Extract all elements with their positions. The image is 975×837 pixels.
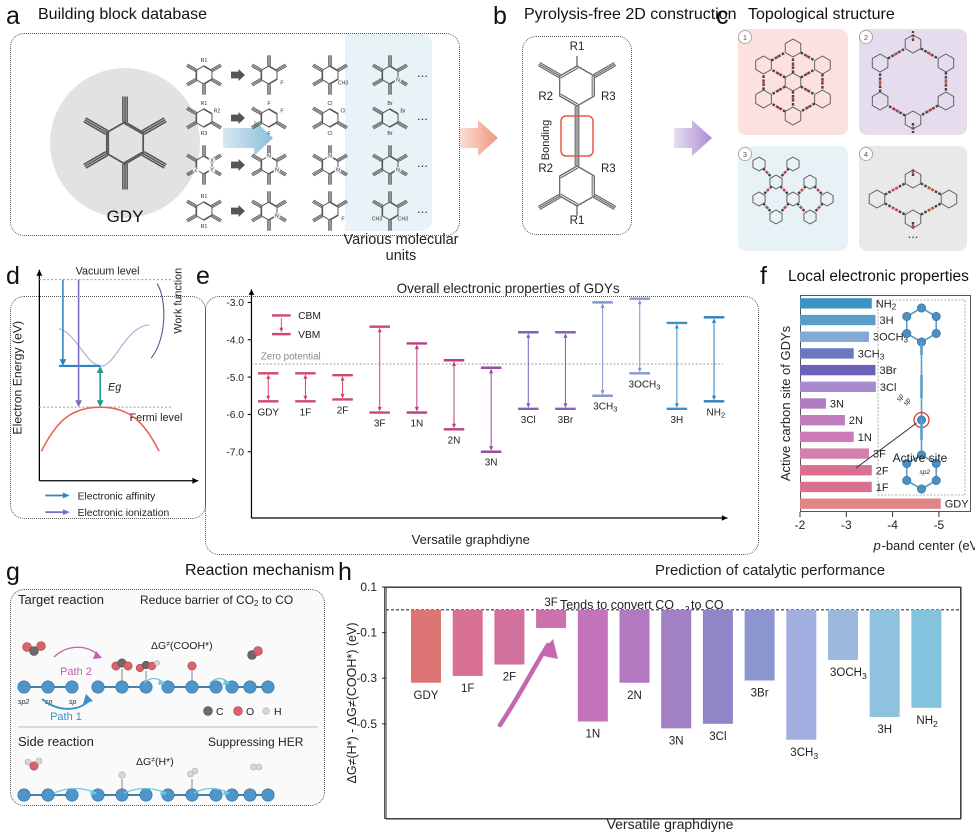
svg-text:Br: Br <box>387 101 393 107</box>
svg-text:GDY: GDY <box>414 690 439 702</box>
svg-text:NH2: NH2 <box>916 715 938 729</box>
svg-text:3H: 3H <box>879 315 893 327</box>
svg-text:Active carbon site of GDYs: Active carbon site of GDYs <box>778 325 793 481</box>
svg-text:GDY: GDY <box>945 499 970 511</box>
svg-text:F: F <box>267 101 271 107</box>
svg-text:R1: R1 <box>201 194 208 200</box>
svg-text:-3: -3 <box>841 518 852 532</box>
svg-text:2N: 2N <box>627 690 642 702</box>
svg-text:-4: -4 <box>887 518 898 532</box>
svg-text:F: F <box>267 131 271 137</box>
svg-text:N: N <box>396 77 400 83</box>
svg-text:...: ... <box>417 108 428 123</box>
svg-text:Br: Br <box>400 108 406 114</box>
svg-text:-band center (eV): -band center (eV) <box>882 538 975 553</box>
svg-text:N: N <box>396 167 400 173</box>
svg-text:sp2: sp2 <box>920 469 931 476</box>
svg-text:CH3: CH3 <box>372 216 383 222</box>
svg-text:-0.3: -0.3 <box>356 671 377 685</box>
svg-text:Prediction of catalytic perfor: Prediction of catalytic performance <box>655 562 885 579</box>
svg-text:0.1: 0.1 <box>360 580 377 594</box>
svg-text:1N: 1N <box>585 729 600 741</box>
svg-text:3CH3: 3CH3 <box>790 747 818 761</box>
svg-text:Br: Br <box>387 131 393 137</box>
svg-text:N: N <box>336 167 340 173</box>
svg-text:Tends to convert CO: Tends to convert CO <box>560 598 674 612</box>
svg-text:3Br: 3Br <box>879 365 896 377</box>
svg-text:3Br: 3Br <box>751 687 769 699</box>
svg-text:F: F <box>341 216 345 222</box>
svg-text:-0.1: -0.1 <box>356 626 377 640</box>
svg-text:R1: R1 <box>201 224 208 230</box>
svg-text:1F: 1F <box>461 683 474 695</box>
svg-text:Y: Y <box>210 167 214 173</box>
svg-text:Versatile graphdiyne: Versatile graphdiyne <box>607 816 734 832</box>
svg-text:...: ... <box>417 155 428 170</box>
svg-text:-2: -2 <box>795 518 806 532</box>
svg-text:R1: R1 <box>201 58 208 64</box>
svg-text:Active site: Active site <box>893 451 948 465</box>
svg-text:F: F <box>280 108 284 114</box>
svg-text:...: ... <box>417 201 428 216</box>
svg-text:R1: R1 <box>201 101 208 107</box>
svg-text:-0.5: -0.5 <box>356 717 377 731</box>
svg-text:3F: 3F <box>544 597 557 609</box>
svg-text:3H: 3H <box>877 724 892 736</box>
svg-text:Cl: Cl <box>340 108 345 114</box>
svg-text:3N: 3N <box>669 735 684 747</box>
svg-text:3OCH3: 3OCH3 <box>830 667 867 681</box>
svg-text:2F: 2F <box>503 672 516 684</box>
svg-text:Cl: Cl <box>327 131 332 137</box>
svg-text:-5: -5 <box>934 518 945 532</box>
svg-text:N: N <box>267 154 271 160</box>
svg-text:R2: R2 <box>214 108 221 114</box>
svg-text:...: ... <box>417 65 428 80</box>
svg-text:N: N <box>275 167 279 173</box>
svg-text:3Cl: 3Cl <box>709 731 726 743</box>
svg-text:N: N <box>275 213 279 219</box>
svg-text:3Cl: 3Cl <box>880 382 897 394</box>
svg-text:X: X <box>210 158 214 164</box>
svg-text:N: N <box>328 154 332 160</box>
svg-text:Cl: Cl <box>327 101 332 107</box>
svg-text:F: F <box>280 80 284 86</box>
svg-text:2N: 2N <box>849 415 863 427</box>
svg-text:CH3: CH3 <box>398 216 409 222</box>
svg-text:3CH3: 3CH3 <box>858 348 885 361</box>
svg-text:CH3: CH3 <box>338 80 349 86</box>
svg-text:R3: R3 <box>201 131 208 137</box>
svg-text:p: p <box>873 538 881 553</box>
svg-text:1N: 1N <box>858 432 872 444</box>
svg-text:3N: 3N <box>830 399 844 411</box>
svg-text:ΔG≠(H*) - ΔG≠(COOH*) (eV): ΔG≠(H*) - ΔG≠(COOH*) (eV) <box>345 623 359 784</box>
